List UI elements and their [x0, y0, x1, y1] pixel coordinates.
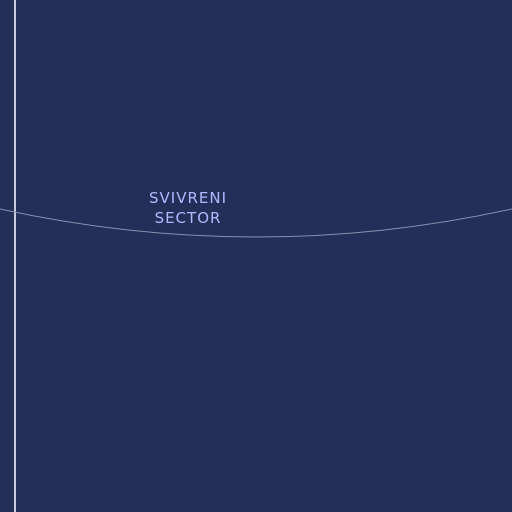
sector-label-line2: SECTOR [154, 209, 222, 227]
sector-label[interactable]: SVIVRENI SECTOR [128, 188, 248, 228]
sector-label-line1: SVIVRENI [148, 189, 227, 207]
sector-boundary-line [0, 208, 512, 238]
